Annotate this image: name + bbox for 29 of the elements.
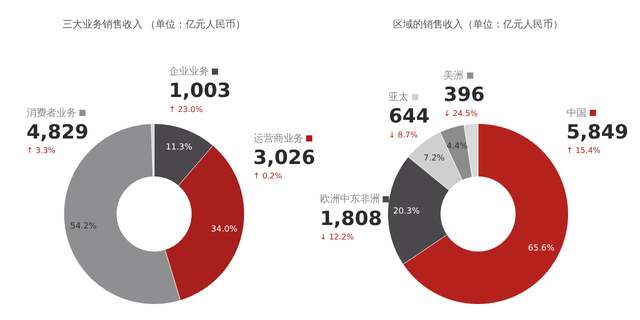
- text: 3,026: [253, 146, 316, 169]
- text: 644: [388, 104, 430, 128]
- legend-label: 亚太: [388, 91, 409, 104]
- legend-label: 美洲: [444, 70, 464, 82]
- chart-title: 区域的销售收入（单位：亿元人民币）: [393, 18, 564, 30]
- data-label: 54.2%: [70, 220, 97, 231]
- text: ↓ 12.2%: [320, 232, 355, 242]
- text: ↑ 15.4%: [566, 146, 601, 156]
- text: 5,849: [566, 120, 628, 144]
- text: 396: [444, 83, 485, 106]
- legend-label: 欧洲中东非洲: [320, 193, 380, 206]
- legend-label: 企业业务: [168, 66, 209, 78]
- text: ↑ 0.2%: [253, 172, 283, 181]
- text: 4,829: [26, 120, 89, 144]
- text: ↑ 3.3%: [26, 146, 56, 156]
- chart-title: 三大业务销售收入 （单位：亿元人民币）: [62, 18, 246, 30]
- legend-label: 消费者业务: [26, 106, 77, 119]
- data-label: 7.2%: [424, 152, 445, 162]
- data-label: 11.3%: [166, 142, 192, 152]
- text: 1,808: [320, 206, 382, 230]
- legend-label: 中国: [566, 106, 586, 119]
- text: ↓ 8.7%: [388, 130, 418, 140]
- data-label: 65.6%: [528, 242, 555, 253]
- text: ↑ 23.0%: [168, 104, 204, 114]
- data-label: 34.0%: [211, 224, 238, 234]
- text: 1,003: [168, 79, 231, 102]
- text: ↓ 24.5%: [444, 108, 478, 118]
- legend-label: 运营商业务: [253, 132, 304, 144]
- data-label: 20.3%: [393, 206, 420, 216]
